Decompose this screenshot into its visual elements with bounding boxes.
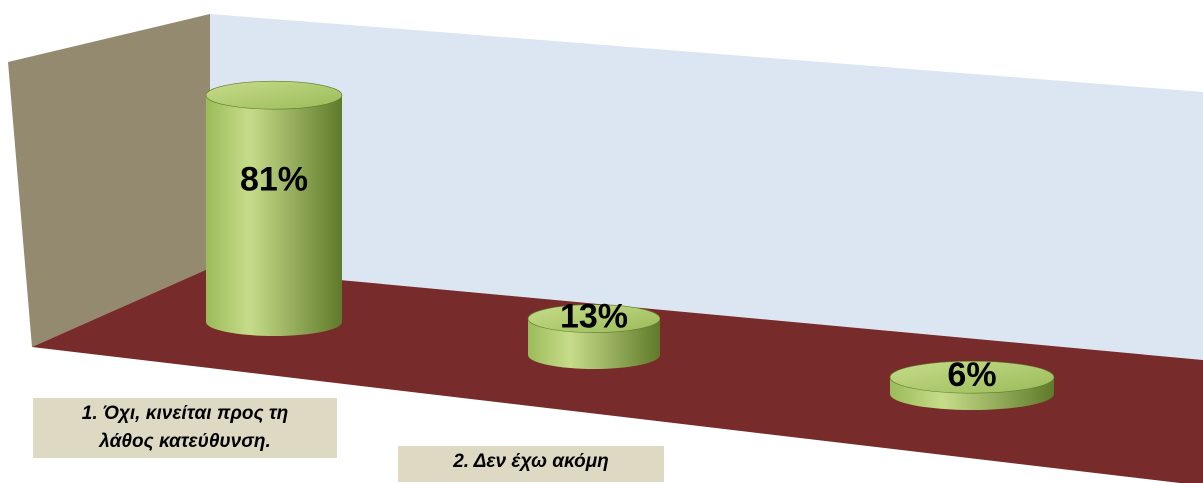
bar-top-2 xyxy=(527,304,661,333)
bar-body-1 xyxy=(206,95,342,336)
bar-1: 81% xyxy=(205,80,343,336)
bar-3: 6% xyxy=(889,356,1055,410)
category-label-2: 2. Δεν έχω ακόμη xyxy=(398,446,664,482)
data-label-3: 6% xyxy=(947,356,996,394)
bar-body-2 xyxy=(528,318,660,369)
side-wall xyxy=(8,14,210,347)
bar-2: 13% xyxy=(527,298,661,369)
bar-series: 81% 13% 6% xyxy=(205,80,1055,410)
bar-top-1 xyxy=(205,80,343,110)
data-label-1: 81% xyxy=(240,161,308,199)
bar-top-3 xyxy=(889,360,1055,394)
back-wall xyxy=(210,14,1203,360)
category-label-1: 1. Όχι, κινείται προς τη λάθος κατεύθυνσ… xyxy=(33,398,337,458)
data-label-2: 13% xyxy=(560,298,628,336)
